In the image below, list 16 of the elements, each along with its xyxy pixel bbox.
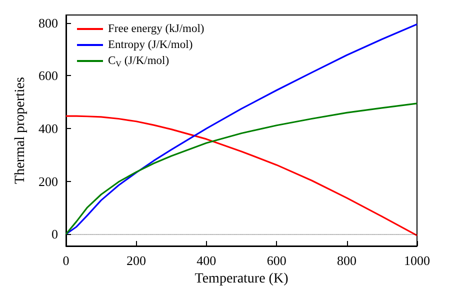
x-tick-label: 1000 bbox=[404, 253, 430, 268]
x-tick-label: 0 bbox=[62, 253, 70, 268]
x-axis-title: Temperature (K) bbox=[194, 271, 289, 286]
y-tick-label: 400 bbox=[38, 121, 58, 136]
x-tick-label: 600 bbox=[266, 253, 286, 268]
x-tick-label: 400 bbox=[196, 253, 216, 268]
legend-label: Free energy (kJ/mol) bbox=[108, 23, 204, 35]
legend-label: Entropy (J/K/mol) bbox=[108, 39, 193, 51]
line-series bbox=[65, 23, 418, 235]
y-tick-label: 200 bbox=[38, 174, 58, 189]
y-axis-title: Thermal properties bbox=[13, 77, 28, 184]
x-tick-label: 800 bbox=[337, 253, 357, 268]
y-tick-label: 0 bbox=[52, 226, 58, 242]
y-tick-label: 600 bbox=[38, 68, 58, 84]
x-tick-label: 200 bbox=[126, 253, 146, 268]
y-tick-label: 800 bbox=[38, 15, 58, 30]
